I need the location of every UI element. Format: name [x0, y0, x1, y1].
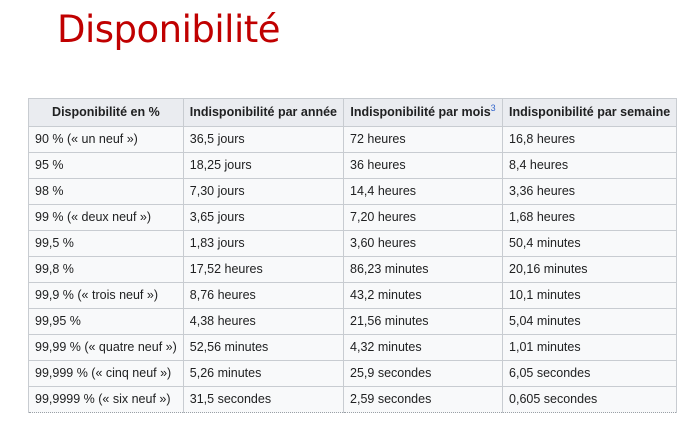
- table-row: 99,999 % (« cinq neuf ») 5,26 minutes 25…: [28, 360, 678, 387]
- cell-week: 5,04 minutes: [502, 308, 678, 335]
- cell-year: 31,5 secondes: [182, 386, 345, 413]
- cell-availability: 99,8 %: [28, 256, 184, 283]
- cell-month: 14,4 heures: [343, 178, 504, 205]
- cell-month: 3,60 heures: [343, 230, 504, 257]
- header-downtime-month: Indisponibilité par mois3: [343, 98, 504, 127]
- table-row: 99,99 % (« quatre neuf ») 52,56 minutes …: [28, 334, 678, 361]
- cell-availability: 99,999 % (« cinq neuf »): [28, 360, 184, 387]
- cell-month: 2,59 secondes: [343, 386, 504, 413]
- cell-year: 5,26 minutes: [182, 360, 345, 387]
- table-row: 99,9 % (« trois neuf ») 8,76 heures 43,2…: [28, 282, 678, 309]
- table-row: 99,95 % 4,38 heures 21,56 minutes 5,04 m…: [28, 308, 678, 335]
- table-header-row: Disponibilité en % Indisponibilité par a…: [28, 98, 678, 127]
- cell-week: 6,05 secondes: [502, 360, 678, 387]
- cell-availability: 99 % (« deux neuf »): [28, 204, 184, 231]
- cell-week: 50,4 minutes: [502, 230, 678, 257]
- cell-month: 72 heures: [343, 126, 504, 153]
- cell-month: 86,23 minutes: [343, 256, 504, 283]
- cell-availability: 95 %: [28, 152, 184, 179]
- table-row: 95 % 18,25 jours 36 heures 8,4 heures: [28, 152, 678, 179]
- cell-week: 10,1 minutes: [502, 282, 678, 309]
- cell-availability: 99,5 %: [28, 230, 184, 257]
- cell-month: 7,20 heures: [343, 204, 504, 231]
- cell-availability: 99,99 % (« quatre neuf »): [28, 334, 184, 361]
- cell-year: 8,76 heures: [182, 282, 345, 309]
- cell-week: 0,605 secondes: [502, 386, 678, 413]
- availability-table-container: Disponibilité en % Indisponibilité par a…: [28, 98, 678, 413]
- header-availability-percent: Disponibilité en %: [28, 98, 184, 127]
- footnote-ref-link[interactable]: 3: [490, 102, 496, 113]
- cell-availability: 99,95 %: [28, 308, 184, 335]
- header-downtime-week: Indisponibilité par semaine: [502, 98, 678, 127]
- cell-availability: 90 % (« un neuf »): [28, 126, 184, 153]
- header-downtime-year: Indisponibilité par année: [182, 98, 345, 127]
- cell-availability: 99,9 % (« trois neuf »): [28, 282, 184, 309]
- page-title: Disponibilité: [57, 8, 281, 51]
- table-row: 99,5 % 1,83 jours 3,60 heures 50,4 minut…: [28, 230, 678, 257]
- cell-month: 21,56 minutes: [343, 308, 504, 335]
- cell-week: 1,01 minutes: [502, 334, 678, 361]
- table-row: 90 % (« un neuf ») 36,5 jours 72 heures …: [28, 126, 678, 153]
- cell-month: 4,32 minutes: [343, 334, 504, 361]
- cell-year: 1,83 jours: [182, 230, 345, 257]
- table-row: 99,8 % 17,52 heures 86,23 minutes 20,16 …: [28, 256, 678, 283]
- cell-month: 25,9 secondes: [343, 360, 504, 387]
- cell-month: 36 heures: [343, 152, 504, 179]
- cell-year: 4,38 heures: [182, 308, 345, 335]
- cell-month: 43,2 minutes: [343, 282, 504, 309]
- cell-year: 18,25 jours: [182, 152, 345, 179]
- cell-year: 36,5 jours: [182, 126, 345, 153]
- table-row: 99 % (« deux neuf ») 3,65 jours 7,20 heu…: [28, 204, 678, 231]
- availability-table: Disponibilité en % Indisponibilité par a…: [28, 98, 678, 413]
- cell-year: 52,56 minutes: [182, 334, 345, 361]
- table-row: 99,9999 % (« six neuf ») 31,5 secondes 2…: [28, 386, 678, 413]
- cell-week: 8,4 heures: [502, 152, 678, 179]
- cell-availability: 98 %: [28, 178, 184, 205]
- cell-year: 7,30 jours: [182, 178, 345, 205]
- cell-week: 20,16 minutes: [502, 256, 678, 283]
- cell-week: 1,68 heures: [502, 204, 678, 231]
- cell-week: 16,8 heures: [502, 126, 678, 153]
- cell-week: 3,36 heures: [502, 178, 678, 205]
- cell-availability: 99,9999 % (« six neuf »): [28, 386, 184, 413]
- cell-year: 17,52 heures: [182, 256, 345, 283]
- cell-year: 3,65 jours: [182, 204, 345, 231]
- table-row: 98 % 7,30 jours 14,4 heures 3,36 heures: [28, 178, 678, 205]
